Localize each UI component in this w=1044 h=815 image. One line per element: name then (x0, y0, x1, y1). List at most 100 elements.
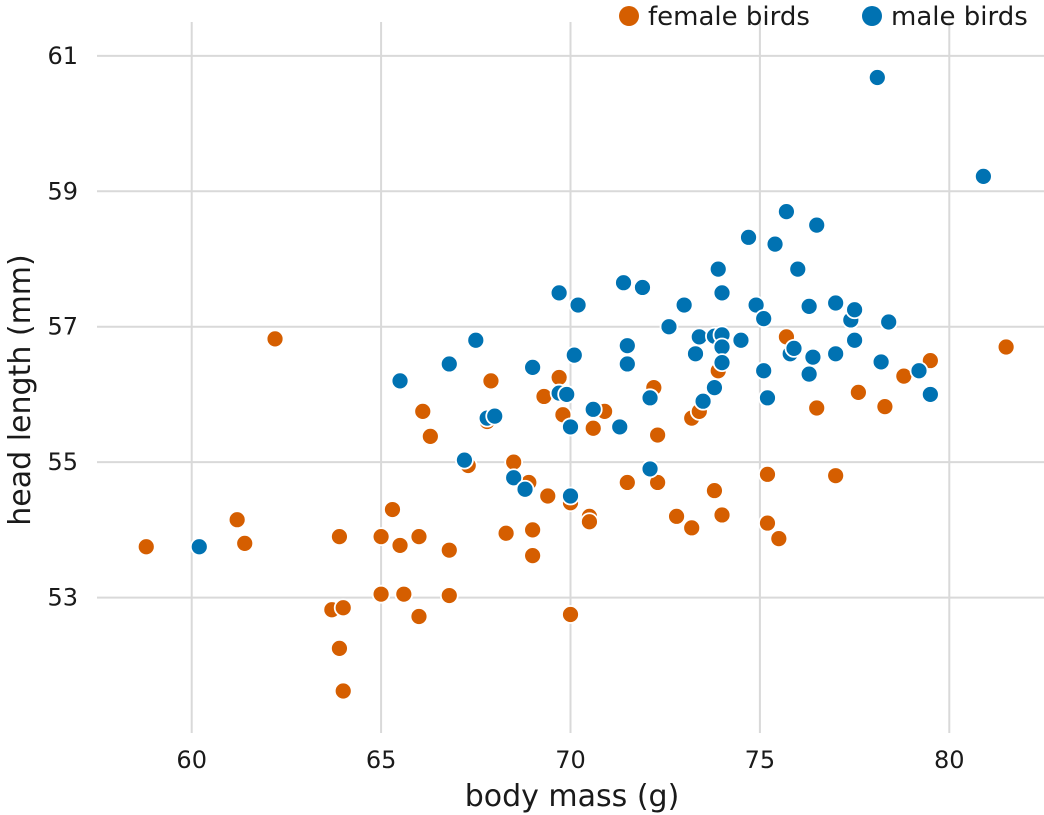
x-gridlines (190, 22, 951, 733)
data-point (534, 387, 554, 406)
data-point (394, 584, 414, 604)
data-point (777, 202, 796, 222)
legend: female birds male birds (619, 2, 1028, 32)
data-point (439, 586, 459, 605)
data-point (409, 527, 429, 547)
data-point (640, 459, 660, 479)
data-point (648, 425, 668, 445)
data-point (583, 418, 603, 438)
y-tick-labels: 53 55 57 59 61 (47, 42, 78, 612)
data-point (674, 295, 694, 315)
data-point (371, 584, 391, 604)
data-point (788, 259, 808, 279)
data-point (769, 529, 789, 549)
data-point (871, 352, 891, 372)
data-point (758, 513, 777, 533)
data-point (561, 417, 580, 437)
data-point (712, 283, 732, 303)
data-point (875, 397, 895, 417)
data-point (845, 330, 864, 350)
data-point (564, 345, 584, 365)
data-point (409, 607, 429, 626)
data-point (667, 506, 686, 526)
data-point (189, 537, 209, 557)
data-point (371, 527, 391, 547)
data-point (617, 473, 637, 492)
data-point (682, 518, 702, 538)
data-point (693, 391, 713, 411)
data-point (390, 371, 410, 391)
x-tick-label: 60 (176, 746, 207, 774)
data-point (383, 500, 402, 519)
data-point (920, 385, 940, 404)
data-point (909, 361, 929, 381)
x-tick-labels: 60 65 70 75 80 (176, 746, 964, 774)
x-tick-label: 70 (555, 746, 586, 774)
data-point (867, 68, 887, 87)
data-point (136, 537, 156, 557)
x-tick-label: 75 (745, 746, 776, 774)
data-point (549, 283, 569, 303)
data-point (803, 347, 823, 367)
y-axis-label: head length (mm) (3, 254, 38, 525)
data-point (765, 234, 785, 254)
data-point (879, 312, 899, 332)
data-point (610, 417, 630, 437)
data-point (333, 598, 353, 618)
data-point (739, 227, 758, 247)
data-point (705, 481, 724, 500)
data-point (799, 364, 819, 384)
data-point (439, 354, 459, 374)
data-point (712, 353, 732, 373)
data-point (557, 385, 577, 404)
data-point (807, 215, 827, 235)
data-point (617, 354, 637, 374)
data-point (549, 368, 569, 387)
data-point (580, 512, 599, 532)
data-point (538, 486, 558, 506)
data-point (496, 523, 516, 543)
legend-label: female birds (648, 2, 810, 32)
series-female (136, 327, 1016, 701)
data-point (758, 388, 777, 408)
data-point (227, 510, 247, 530)
data-point (784, 338, 804, 358)
data-point (826, 344, 846, 364)
data-point (659, 317, 679, 337)
data-point (973, 166, 993, 186)
data-point (523, 357, 543, 377)
x-tick-label: 65 (366, 746, 397, 774)
data-point (481, 371, 501, 391)
data-point (466, 330, 486, 350)
data-point (708, 259, 728, 279)
data-point (515, 479, 535, 499)
data-point (235, 534, 255, 553)
data-point (333, 681, 353, 701)
data-point (390, 536, 410, 555)
y-tick-label: 57 (47, 313, 78, 341)
data-point (633, 278, 652, 297)
data-points (136, 68, 1016, 701)
legend-label: male birds (891, 2, 1028, 32)
data-point (799, 296, 819, 316)
data-point (712, 505, 732, 525)
data-point (439, 540, 459, 560)
data-point (686, 344, 705, 364)
y-gridlines (97, 54, 1044, 599)
data-point (705, 378, 724, 398)
legend-marker (619, 6, 639, 26)
data-point (996, 337, 1016, 357)
data-point (640, 388, 660, 408)
data-point (413, 401, 433, 421)
data-point (523, 520, 543, 540)
data-point (330, 638, 349, 658)
data-point (330, 527, 349, 547)
data-point (848, 382, 868, 402)
data-point (504, 452, 524, 472)
data-point (754, 361, 774, 381)
data-point (617, 336, 637, 356)
x-axis-label: body mass (g) (465, 779, 680, 814)
data-point (265, 329, 285, 349)
data-point (568, 295, 588, 315)
